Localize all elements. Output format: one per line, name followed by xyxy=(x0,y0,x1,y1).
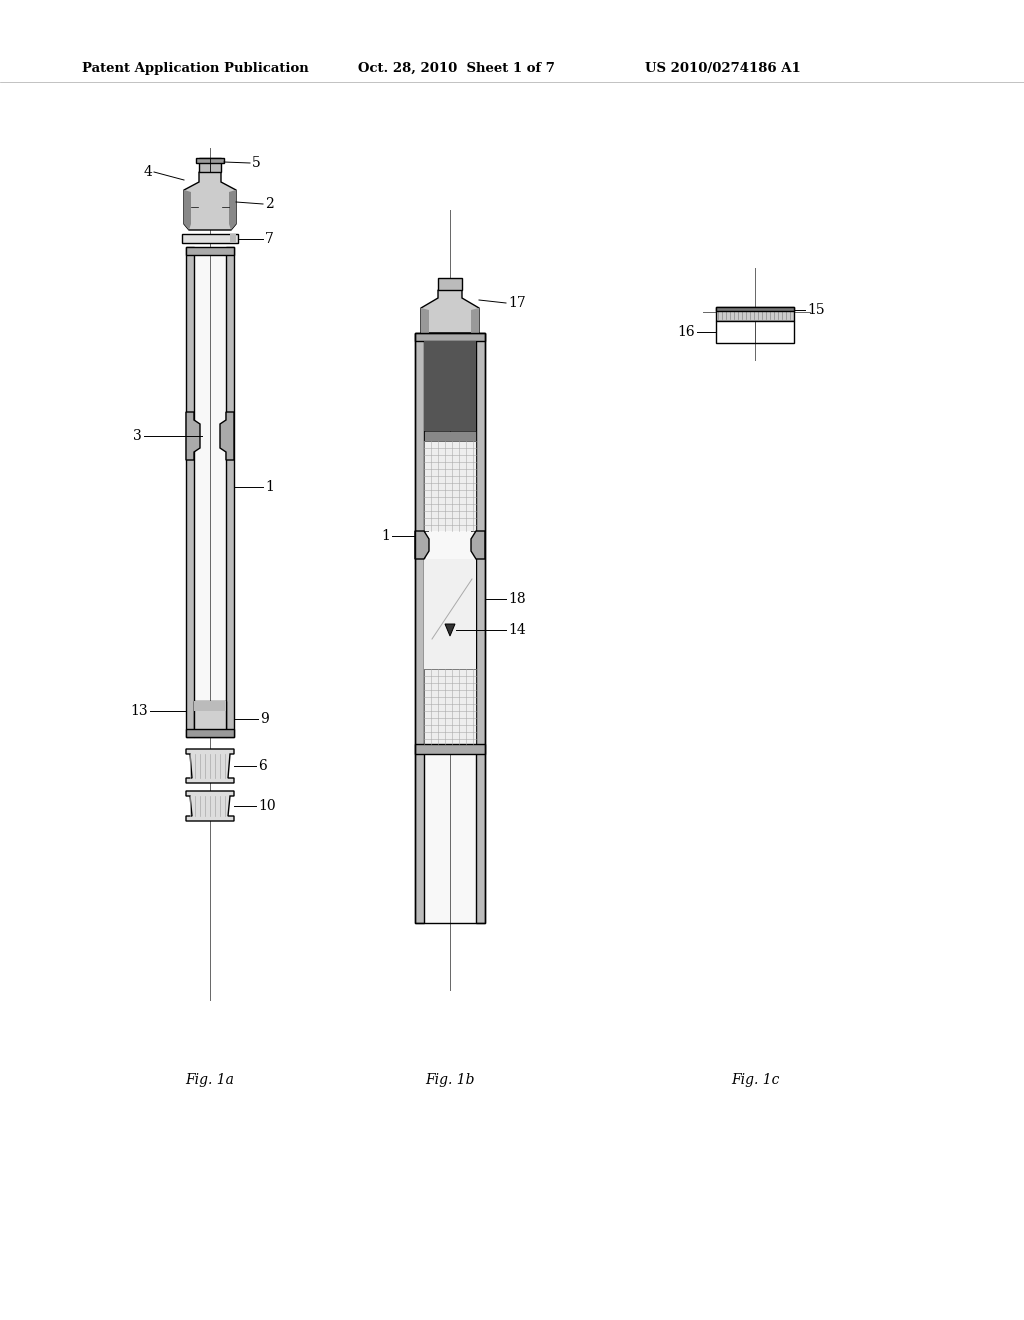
Bar xyxy=(182,234,238,243)
Polygon shape xyxy=(184,190,191,230)
Polygon shape xyxy=(415,531,429,558)
Text: 10: 10 xyxy=(258,799,275,813)
Bar xyxy=(194,701,226,737)
Polygon shape xyxy=(471,531,485,558)
Bar xyxy=(415,333,485,341)
Bar xyxy=(415,744,485,754)
Text: 17: 17 xyxy=(508,296,525,310)
Bar xyxy=(415,333,485,923)
Polygon shape xyxy=(471,308,479,333)
Bar xyxy=(716,321,794,343)
Bar xyxy=(438,279,462,290)
Text: Fig. 1b: Fig. 1b xyxy=(425,1073,475,1086)
Text: 4: 4 xyxy=(143,165,152,180)
Bar xyxy=(196,158,224,162)
Text: 7: 7 xyxy=(265,232,273,246)
Polygon shape xyxy=(421,308,429,333)
Bar xyxy=(186,729,234,737)
Text: Fig. 1c: Fig. 1c xyxy=(731,1073,779,1086)
Text: Patent Application Publication: Patent Application Publication xyxy=(82,62,309,75)
Polygon shape xyxy=(220,412,234,459)
Bar xyxy=(429,531,471,558)
Bar xyxy=(424,441,476,531)
Text: 18: 18 xyxy=(508,591,525,606)
Bar xyxy=(199,158,221,172)
Text: 14: 14 xyxy=(508,623,525,638)
Text: US 2010/0274186 A1: US 2010/0274186 A1 xyxy=(645,62,801,75)
Text: 6: 6 xyxy=(258,759,266,774)
Bar xyxy=(415,333,424,923)
Bar xyxy=(424,432,476,441)
Text: 13: 13 xyxy=(130,704,148,718)
Text: 3: 3 xyxy=(133,429,142,444)
Bar xyxy=(186,247,234,255)
Bar xyxy=(424,669,476,744)
Polygon shape xyxy=(421,290,479,333)
Bar xyxy=(424,341,476,432)
Text: 16: 16 xyxy=(677,325,695,339)
Text: Oct. 28, 2010  Sheet 1 of 7: Oct. 28, 2010 Sheet 1 of 7 xyxy=(358,62,555,75)
Bar xyxy=(226,247,234,737)
Text: Fig. 1a: Fig. 1a xyxy=(185,1073,234,1086)
Bar xyxy=(424,333,476,923)
Polygon shape xyxy=(229,190,236,230)
Bar xyxy=(230,234,236,243)
Text: 1: 1 xyxy=(265,480,273,494)
Text: 2: 2 xyxy=(265,197,273,211)
Polygon shape xyxy=(445,624,455,636)
Bar xyxy=(716,308,794,321)
Bar xyxy=(476,333,485,923)
Polygon shape xyxy=(186,748,234,783)
Polygon shape xyxy=(186,412,200,459)
Text: 5: 5 xyxy=(252,156,261,170)
Bar xyxy=(424,558,476,669)
Text: 15: 15 xyxy=(807,304,824,317)
Polygon shape xyxy=(186,791,234,821)
Bar xyxy=(186,247,194,737)
Bar xyxy=(194,701,226,711)
Bar xyxy=(716,308,794,312)
Text: 9: 9 xyxy=(260,711,268,726)
Text: 1: 1 xyxy=(381,529,390,543)
Bar xyxy=(194,247,226,737)
Polygon shape xyxy=(184,172,236,230)
